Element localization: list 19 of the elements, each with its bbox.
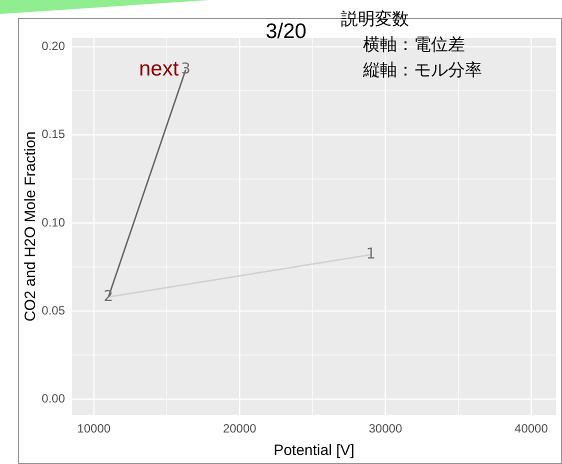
- chart-title: 3/20: [266, 20, 306, 43]
- y-tick-label: 0.20: [42, 39, 66, 54]
- annotation: 3: [180, 60, 190, 78]
- y-tick-label: 0.00: [42, 391, 66, 406]
- y-tick-label: 0.05: [42, 303, 66, 318]
- annotation: 1: [366, 244, 376, 263]
- annotation: 縦軸：モル分率: [362, 60, 482, 80]
- y-tick-label: 0.15: [42, 127, 66, 142]
- text: 説明変数: [341, 9, 409, 30]
- x-tick-label: 20000: [222, 422, 257, 436]
- x-tick-label: 30000: [368, 422, 402, 436]
- annotation: next: [139, 58, 179, 81]
- y-axis-title: CO2 and H2O Mole Fraction: [22, 131, 40, 322]
- x-tick-label: 10000: [77, 422, 111, 436]
- annotation: 横軸：電位差: [363, 34, 465, 55]
- annotation: 2: [104, 286, 114, 305]
- y-tick-label: 0.10: [42, 215, 66, 230]
- x-tick-label: 40000: [514, 422, 548, 436]
- x-axis-title: Potential [V]: [274, 442, 354, 460]
